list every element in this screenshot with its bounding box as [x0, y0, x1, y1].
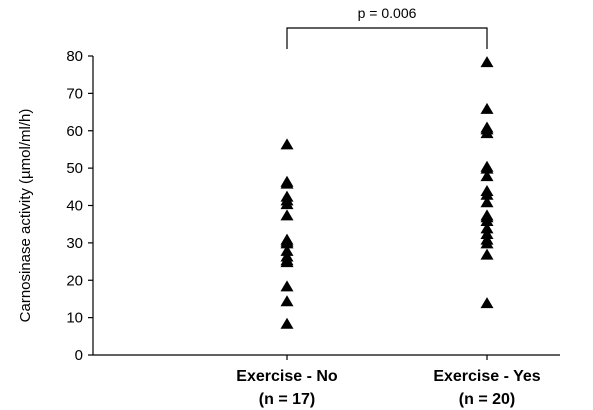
data-point [280, 177, 294, 189]
data-point [280, 138, 294, 150]
data-point [480, 214, 494, 226]
data-point [480, 162, 494, 174]
data-point [280, 317, 294, 329]
data-point [480, 297, 494, 309]
data-point [480, 237, 494, 249]
data-point [480, 228, 494, 240]
data-point [280, 237, 294, 249]
category-label: Exercise - Yes [433, 368, 540, 385]
data-point [280, 295, 294, 307]
significance-bracket [286, 27, 488, 49]
y-tick-label: 20 [66, 272, 83, 289]
data-point [280, 198, 294, 210]
data-point [280, 209, 294, 221]
data-point [280, 256, 294, 268]
data-point [280, 280, 294, 292]
data-point [480, 222, 494, 234]
y-tick-label: 40 [66, 198, 83, 215]
category-labels: Exercise - No (n = 17) Exercise - Yes (n = … [236, 368, 540, 408]
data-point [480, 102, 494, 114]
data-points [280, 56, 494, 329]
y-tick-label: 30 [66, 235, 83, 252]
y-ticks: 0 10 20 30 40 50 60 70 80 [66, 48, 488, 364]
category-sample-size: (n = 20) [459, 391, 515, 408]
y-tick-label: 70 [66, 85, 83, 102]
data-point [480, 127, 494, 139]
y-tick-label: 80 [66, 48, 83, 65]
y-tick-label: 0 [75, 347, 83, 364]
y-tick-label: 10 [66, 310, 83, 327]
y-tick-label: 50 [66, 160, 83, 177]
p-value-annotation: p = 0.006 [358, 5, 417, 21]
bracket-line [286, 27, 488, 49]
data-point [480, 196, 494, 208]
y-axis-title: Carnosinase activity (µmol/ml/h) [17, 109, 34, 323]
data-point [280, 244, 294, 256]
category-sample-size: (n = 17) [259, 391, 315, 408]
data-point [480, 248, 494, 260]
category-label: Exercise - No [236, 368, 338, 385]
data-point [480, 188, 494, 200]
y-tick-label: 60 [66, 123, 83, 140]
data-point [480, 170, 494, 182]
data-point [480, 56, 494, 68]
